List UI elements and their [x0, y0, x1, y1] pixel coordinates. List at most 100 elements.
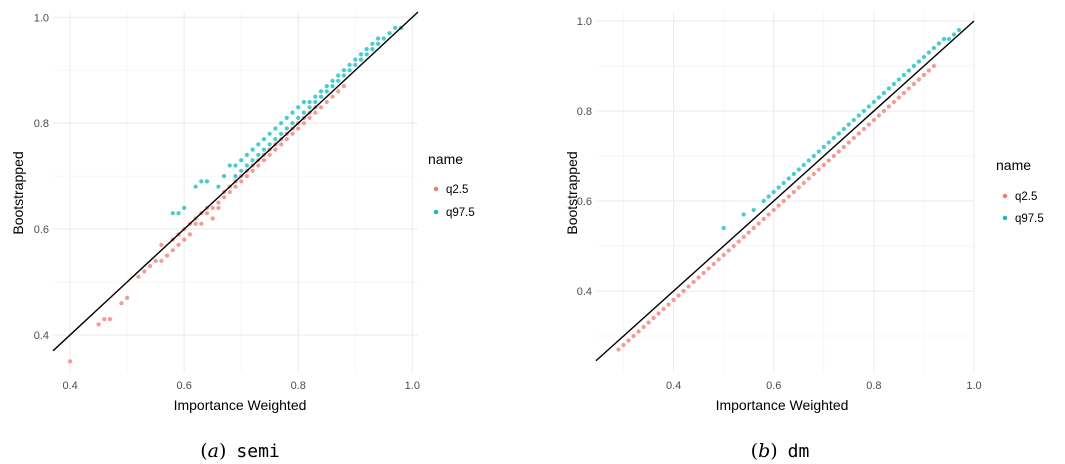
point-q2.5-b-44	[836, 149, 841, 154]
point-q97.5-a-53	[358, 52, 364, 57]
point-q2.5-b-13	[681, 288, 686, 294]
caption-close-paren-a: )	[219, 440, 226, 462]
point-q97.5-b-22	[856, 113, 861, 118]
point-q2.5-b-19	[711, 261, 716, 267]
x-tick-labels-a: 0.4 0.6 0.8 1.0	[62, 380, 419, 392]
point-q2.5-a-8	[147, 264, 153, 269]
point-q2.5-a-4	[119, 301, 124, 306]
point-q97.5-a-60	[376, 41, 381, 46]
point-q2.5-a-55	[290, 131, 295, 136]
point-q97.5-a-42	[324, 89, 329, 94]
legend-label-q2.5-b: q2.5	[1015, 191, 1037, 203]
point-q2.5-b-31	[771, 207, 776, 213]
panel-a: 0.4 0.6 0.8 1.0 0.4 0.6 0.8 1.0 Importance Wei…	[10, 11, 475, 462]
legend-key-q2.5-b	[1002, 193, 1008, 199]
point-q97.5-b-27	[881, 90, 887, 96]
point-q2.5-b-9	[661, 306, 666, 312]
point-q2.5-a-39	[244, 174, 249, 179]
point-q2.5-b-43	[831, 153, 836, 159]
point-q2.5-a-49	[273, 147, 278, 152]
point-q97.5-a-21	[267, 131, 272, 136]
point-q2.5-b-11	[671, 297, 676, 303]
y-axis-title-b: Bootstrapped	[564, 151, 580, 234]
point-q2.5-b-3	[631, 333, 636, 339]
svg-text:(a)semi: (a) semi	[200, 440, 280, 462]
point-q97.5-b-24	[866, 104, 872, 109]
point-q97.5-b-11	[801, 162, 806, 168]
x-tick-label-b-3: 1.0	[966, 380, 981, 392]
point-q2.5-b-21	[721, 252, 726, 258]
x-tick-label-a-2: 0.8	[291, 380, 306, 392]
point-q97.5-b-42	[956, 27, 962, 33]
point-q97.5-a-19	[261, 137, 267, 142]
point-q97.5-a-22	[267, 142, 272, 147]
point-q97.5-a-43	[330, 78, 335, 83]
reference-line-a	[52, 11, 419, 352]
point-q97.5-b-20	[846, 122, 851, 127]
point-q2.5-b-63	[931, 63, 937, 69]
point-q97.5-a-36	[307, 105, 312, 110]
point-q2.5-b-16	[696, 275, 701, 280]
point-q97.5-a-34	[301, 110, 306, 115]
point-q2.5-b-15	[691, 279, 696, 285]
point-q97.5-a-35	[307, 99, 312, 105]
point-q97.5-a-27	[284, 115, 289, 120]
point-q2.5-b-0	[616, 347, 621, 352]
point-q97.5-a-30	[290, 121, 295, 126]
legend-b: name q2.5 q97.5	[996, 157, 1044, 225]
caption-letter-b: b	[758, 440, 770, 462]
point-q2.5-b-57	[901, 90, 907, 96]
legend-label-q2.5-a: q2.5	[446, 184, 468, 196]
point-q2.5-a-10	[159, 258, 164, 263]
point-q97.5-b-17	[831, 135, 836, 141]
point-q2.5-a-1	[96, 322, 101, 327]
point-q2.5-a-37	[239, 179, 244, 184]
point-q2.5-b-56	[896, 95, 902, 100]
point-q97.5-b-26	[876, 95, 882, 100]
point-q2.5-a-66	[324, 99, 329, 105]
point-q2.5-a-11	[159, 242, 164, 247]
point-q97.5-a-8	[227, 163, 232, 168]
point-q2.5-a-69	[341, 84, 346, 89]
legend-title-b: name	[996, 157, 1031, 173]
point-q97.5-a-45	[336, 73, 341, 78]
point-q97.5-b-33	[911, 63, 917, 69]
point-q2.5-b-46	[846, 140, 851, 145]
point-q2.5-b-47	[851, 135, 856, 141]
point-q2.5-b-41	[821, 162, 826, 168]
legend-key-q2.5-a	[433, 186, 439, 192]
point-q97.5-b-12	[806, 158, 811, 163]
point-q2.5-b-51	[871, 117, 877, 123]
point-q2.5-b-40	[816, 167, 821, 172]
point-q97.5-b-8	[786, 176, 791, 181]
point-q2.5-b-28	[756, 221, 761, 226]
point-q97.5-a-3	[193, 184, 198, 189]
point-q2.5-b-25	[741, 234, 746, 240]
point-q2.5-a-51	[279, 142, 284, 147]
point-q97.5-a-40	[318, 94, 324, 99]
svg-text:(b)dm: (b) dm	[751, 440, 810, 462]
point-q2.5-b-54	[886, 104, 892, 109]
point-q97.5-b-41	[951, 32, 957, 37]
point-q97.5-a-44	[330, 84, 335, 89]
point-q97.5-a-63	[393, 25, 398, 30]
point-q97.5-a-41	[324, 84, 329, 89]
point-q97.5-a-1	[176, 211, 181, 216]
point-q97.5-a-26	[279, 131, 284, 136]
point-q2.5-a-29	[216, 205, 221, 210]
point-q97.5-a-16	[250, 158, 255, 163]
panel-b: 0.4 0.6 0.8 1.0 0.4 0.6 0.8 1.0 Importance Wei…	[564, 12, 1044, 462]
legend-a: name q2.5 q97.5	[428, 151, 475, 219]
point-q2.5-a-7	[142, 269, 147, 274]
y-tick-label-a-2: 0.8	[34, 118, 49, 130]
point-q97.5-a-23	[273, 126, 278, 131]
x-tick-labels-b: 0.4 0.6 0.8 1.0	[666, 380, 982, 392]
point-q97.5-a-51	[353, 57, 358, 62]
y-axis-title-a: Bootstrapped	[10, 151, 26, 234]
reference-line-b	[595, 20, 975, 362]
point-q2.5-b-7	[651, 315, 656, 321]
point-q2.5-a-17	[182, 237, 187, 242]
point-q2.5-a-68	[336, 89, 341, 94]
point-q2.5-b-58	[906, 86, 912, 91]
point-q97.5-b-13	[811, 153, 816, 159]
